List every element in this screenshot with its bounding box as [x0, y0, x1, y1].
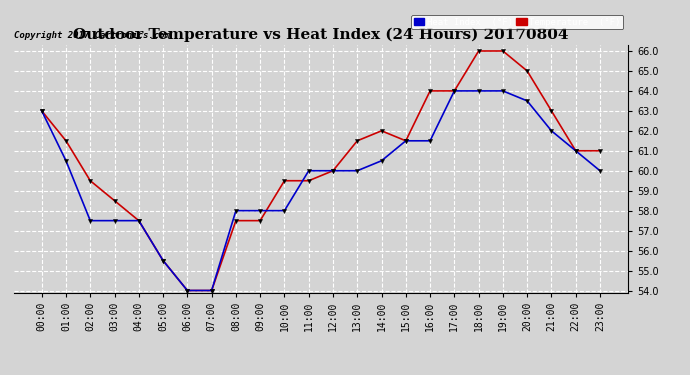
- Legend: Heat Index  (°F), Temperature  (°F): Heat Index (°F), Temperature (°F): [411, 15, 623, 29]
- Text: Copyright 2017 Cartronics.com: Copyright 2017 Cartronics.com: [14, 31, 170, 40]
- Title: Outdoor Temperature vs Heat Index (24 Hours) 20170804: Outdoor Temperature vs Heat Index (24 Ho…: [73, 28, 569, 42]
